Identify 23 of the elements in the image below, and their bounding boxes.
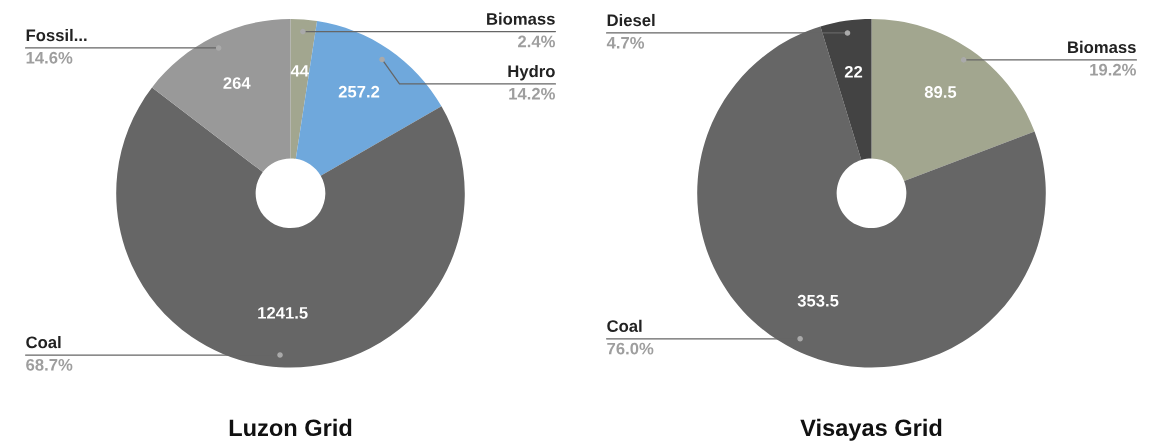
- slice-label: Coal: [607, 319, 642, 332]
- text: 14.6%: [26, 51, 73, 64]
- text: 68.7%: [26, 358, 73, 371]
- data-label: 89.5: [924, 86, 957, 98]
- data-label: 22: [844, 65, 863, 78]
- text: Luzon Grid: [229, 418, 352, 437]
- slice-label: Fossil...: [26, 28, 87, 42]
- text: 14.2%: [509, 87, 555, 100]
- data-label: 353.5: [797, 294, 839, 307]
- data-label: 257.2: [338, 85, 380, 98]
- data-label: 264: [223, 77, 251, 89]
- slice-label: Biomass: [487, 12, 555, 25]
- text: Visayas Grid: [800, 418, 942, 441]
- slice-label: Biomass: [1068, 40, 1136, 54]
- text: 76.0%: [607, 342, 654, 355]
- text: 2.4%: [518, 35, 555, 48]
- slice-label: Diesel: [607, 13, 655, 27]
- data-label: 44: [290, 65, 309, 77]
- text: 19.2%: [1090, 63, 1136, 76]
- slice-label: Coal: [26, 335, 61, 349]
- data-label: 1241.5: [258, 306, 308, 319]
- slice-label: Hydro: [508, 64, 555, 81]
- text: 4.7%: [606, 36, 645, 49]
